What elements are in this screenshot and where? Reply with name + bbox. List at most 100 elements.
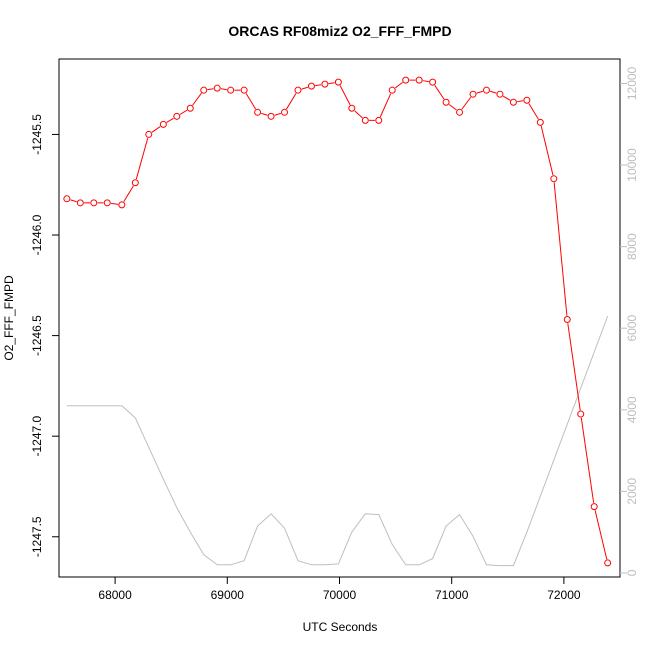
- data-point: [334, 78, 342, 86]
- series-line-segment: [394, 81, 403, 89]
- series-line-segment: [567, 323, 581, 411]
- series-line-segment: [517, 100, 524, 103]
- series-line-segment: [245, 93, 257, 110]
- series-line-segment: [315, 84, 322, 87]
- series-line-segment: [166, 117, 174, 123]
- series-line-segment: [70, 199, 77, 203]
- chart-title: ORCAS RF08miz2 O2_FFF_FMPD: [228, 23, 451, 39]
- series-line-segment: [339, 85, 351, 106]
- data-point: [159, 120, 167, 128]
- series-line-segment: [594, 510, 608, 560]
- series-line-segment: [301, 86, 308, 90]
- y-axis-label: O2_FFF_FMPD: [2, 275, 16, 361]
- data-point: [240, 86, 248, 94]
- data-point: [415, 76, 423, 84]
- data-point: [388, 86, 396, 94]
- y-tick-label: -1247.5: [30, 516, 44, 557]
- data-point: [429, 78, 437, 86]
- data-point: [267, 112, 275, 120]
- x-tick-label: 70000: [323, 588, 357, 602]
- series-line-segment: [489, 90, 497, 94]
- series-line-segment: [123, 185, 134, 202]
- data-point: [294, 86, 302, 94]
- data-point: [590, 503, 598, 511]
- data-point: [76, 199, 84, 207]
- data-point: [131, 179, 139, 187]
- y2-tick-label: 0: [625, 569, 639, 576]
- data-point: [307, 82, 315, 90]
- data-point: [482, 86, 490, 94]
- y2-tick-label: 12000: [625, 66, 639, 100]
- data-point: [254, 108, 262, 116]
- data-point: [103, 199, 111, 207]
- data-point: [173, 112, 181, 120]
- y-tick-label: -1246.0: [30, 214, 44, 255]
- y-tick-label: -1247.0: [30, 416, 44, 457]
- y2-tick-label: 10000: [625, 148, 639, 182]
- series-line-segment: [328, 82, 335, 85]
- data-point: [563, 316, 571, 324]
- data-point: [496, 90, 504, 98]
- series-line-segment: [528, 103, 539, 120]
- y2-tick-label: 4000: [625, 396, 639, 423]
- x-tick-label: 72000: [547, 588, 581, 602]
- x-tick-label: 68000: [98, 588, 132, 602]
- series-line-segment: [135, 137, 149, 180]
- data-point: [118, 201, 126, 209]
- data-point: [227, 86, 235, 94]
- series-line-segment: [261, 112, 268, 116]
- series-line-segment: [476, 90, 483, 94]
- series-line-segment: [220, 88, 227, 91]
- series-line-segment: [207, 88, 214, 91]
- data-point: [577, 410, 585, 418]
- x-tick-label: 69000: [211, 588, 245, 602]
- series-line-segment: [274, 112, 282, 116]
- series-line-segment: [502, 95, 511, 101]
- data-point: [456, 108, 464, 116]
- data-point: [402, 76, 410, 84]
- y2-tick-label: 8000: [625, 233, 639, 260]
- y-tick-label: -1245.5: [30, 114, 44, 155]
- series-line-segment: [151, 126, 161, 133]
- series-line-segment: [379, 93, 392, 118]
- data-point: [361, 116, 369, 124]
- y2-tick-label: 6000: [625, 315, 639, 342]
- y-tick-label: -1246.5: [30, 315, 44, 356]
- series-line-segment: [192, 92, 202, 106]
- data-point: [375, 116, 383, 124]
- data-point: [213, 84, 221, 92]
- series-line-segment: [553, 182, 568, 316]
- data-point: [186, 104, 194, 112]
- series-line-segment: [110, 202, 119, 205]
- series-line-segment: [540, 125, 554, 176]
- series-line-segment: [286, 93, 297, 110]
- y2-tick-label: 2000: [625, 478, 639, 505]
- data-point: [281, 108, 289, 116]
- plot-frame: [58, 58, 621, 578]
- y-axis-left: -1245.5 -1246.0 -1246.5 -1247.0 -1247.5: [30, 114, 59, 557]
- series-line-segment: [179, 109, 188, 115]
- data-point: [509, 98, 517, 106]
- data-point: [200, 86, 208, 94]
- data-point: [321, 80, 329, 88]
- x-axis-label: UTC Seconds: [303, 620, 378, 634]
- series-line-segment: [354, 110, 363, 119]
- data-point: [63, 195, 71, 203]
- data-point: [442, 98, 450, 106]
- series-layer: [63, 76, 612, 567]
- data-point: [523, 96, 531, 104]
- series-line-segment: [461, 96, 472, 110]
- data-point: [604, 559, 612, 567]
- data-point: [348, 104, 356, 112]
- data-point: [550, 175, 558, 183]
- x-tick-label: 71000: [435, 588, 469, 602]
- data-point: [145, 130, 153, 138]
- data-point: [469, 90, 477, 98]
- data-point: [536, 118, 544, 126]
- x-axis: 68000 69000 70000 71000 72000: [98, 577, 581, 602]
- secondary-series-line: [66, 315, 609, 567]
- y-axis-right: 0 2000 4000 6000 8000 10000 12000: [620, 66, 639, 576]
- series-line-segment: [580, 417, 595, 503]
- series-line-segment: [434, 85, 445, 100]
